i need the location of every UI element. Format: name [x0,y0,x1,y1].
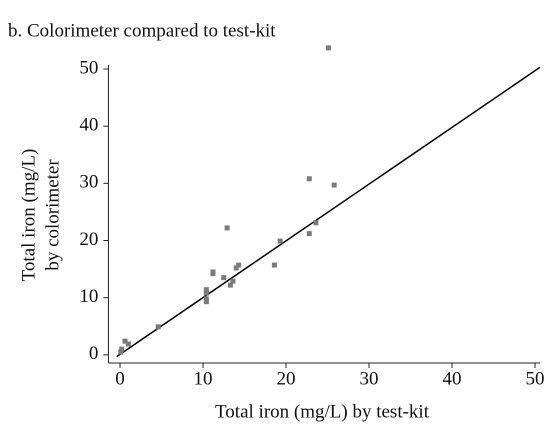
y-tick-label: 0 [89,343,99,364]
point [325,45,331,51]
y-axis-label: Total iron (mg/L) [18,149,39,282]
y-tick-label: 10 [79,286,98,307]
point [118,349,124,355]
point [155,324,161,330]
point [271,262,277,268]
x-tick-label: 10 [194,368,213,389]
point [236,262,242,268]
point [306,231,312,237]
x-tick-label: 0 [115,368,125,389]
point [230,278,236,284]
point [233,265,239,271]
point [203,296,209,302]
x-tick-label: 50 [526,368,545,389]
x-axis-label: Total iron (mg/L) by test-kit [215,401,430,422]
y-axis-label: by colorimeter [42,159,63,271]
x-tick-label: 40 [443,368,462,389]
x-tick-label: 20 [277,368,296,389]
point [313,220,319,226]
point [119,346,125,352]
point [203,299,209,305]
y-tick-label: 30 [79,172,98,193]
point [224,225,230,231]
point [203,287,209,293]
point [331,182,337,188]
point [227,282,233,288]
point [125,341,131,347]
point [203,290,209,296]
y-tick-label: 50 [79,57,98,78]
y-tick-label: 40 [79,115,98,136]
point [221,275,227,281]
point [306,176,312,182]
chart-title: b. Colorimeter compared to test-kit [8,20,276,41]
y-tick-label: 20 [79,229,98,250]
x-tick-label: 30 [360,368,379,389]
point [210,271,216,277]
point [277,238,283,244]
point [122,338,128,344]
reference-line [116,66,541,358]
